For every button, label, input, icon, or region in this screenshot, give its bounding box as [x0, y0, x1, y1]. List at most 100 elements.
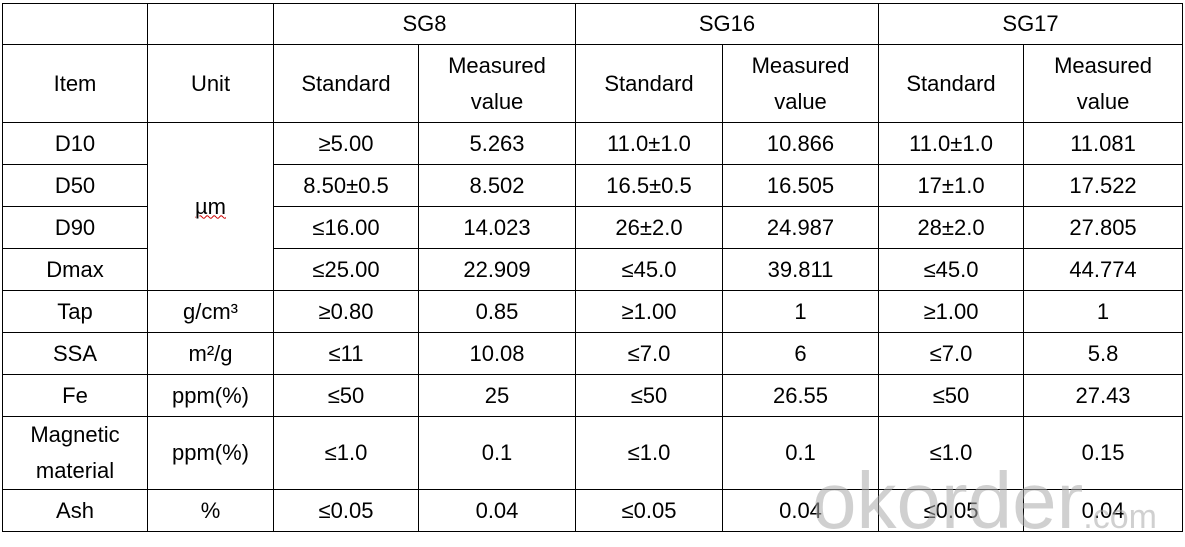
value-cell: ≤1.0 — [273, 416, 419, 490]
group-header: SG8 — [273, 3, 576, 45]
item-cell: Tap — [2, 290, 148, 333]
value-cell: ≤45.0 — [878, 248, 1025, 291]
column-header: Item — [2, 44, 148, 123]
unit-text: % — [200, 497, 221, 523]
item-cell: Dmax — [2, 248, 148, 291]
value-cell: ≥1.00 — [878, 290, 1025, 333]
value-cell: 0.1 — [418, 416, 576, 490]
value-cell: ≤50 — [878, 374, 1025, 417]
value-cell: 6 — [721, 332, 880, 375]
value-cell: 27.43 — [1023, 374, 1184, 417]
value-cell: 14.023 — [418, 206, 576, 249]
value-cell: 0.85 — [418, 290, 576, 333]
empty-cell — [147, 3, 274, 45]
spec-table: SG8 SG16 SG17 Item Unit Standard Measured valu… — [2, 3, 1184, 532]
unit-cell: g/cm³ — [147, 290, 274, 333]
data-row: SSA m²/g ≤11 10.08 ≤7.0 6 ≤7.0 5.8 — [2, 332, 1184, 375]
unit-text: g/cm³ — [183, 298, 238, 324]
value-cell: 16.505 — [721, 164, 880, 207]
value-cell: 8.50±0.5 — [273, 164, 419, 207]
value-cell: ≤50 — [575, 374, 723, 417]
unit-cell: % — [147, 489, 274, 532]
item-cell: D10 — [2, 122, 148, 165]
value-cell: 16.5±0.5 — [575, 164, 723, 207]
value-cell: ≤16.00 — [273, 206, 419, 249]
value-cell: 39.811 — [721, 248, 880, 291]
data-row: Tap g/cm³ ≥0.80 0.85 ≥1.00 1 ≥1.00 1 — [2, 290, 1184, 333]
column-header: Measured value — [1023, 44, 1184, 123]
value-cell: ≥1.00 — [575, 290, 723, 333]
unit-cell: µm — [147, 122, 274, 291]
unit-text: µm — [194, 193, 226, 219]
value-cell: 1 — [721, 290, 880, 333]
value-cell: 25 — [418, 374, 576, 417]
data-row: Fe ppm(%) ≤50 25 ≤50 26.55 ≤50 27.43 — [2, 374, 1184, 417]
value-cell: ≤11 — [273, 332, 419, 375]
value-cell: 28±2.0 — [878, 206, 1025, 249]
value-cell: 10.866 — [721, 122, 880, 165]
unit-text: m²/g — [188, 340, 233, 366]
data-row: D10 µm ≥5.00 5.263 11.0±1.0 10.866 11.0±1.0 11.… — [2, 122, 1184, 291]
data-row: Dmax ≤25.00 22.909 ≤45.0 39.811 ≤45.0 44.774 — [2, 248, 1184, 291]
value-cell: ≤7.0 — [878, 332, 1025, 375]
value-cell: ≤7.0 — [575, 332, 723, 375]
value-cell: ≥5.00 — [273, 122, 419, 165]
header-row: Item Unit Standard Measured value Standard Me… — [2, 44, 1184, 123]
unit-cell: ppm(%) — [147, 416, 274, 490]
value-cell: 0.04 — [418, 489, 576, 532]
column-header: Unit — [147, 44, 274, 123]
value-cell: 11.0±1.0 — [878, 122, 1025, 165]
value-cell: 44.774 — [1023, 248, 1184, 291]
value-cell: 0.04 — [721, 489, 880, 532]
value-cell: ≤1.0 — [878, 416, 1025, 490]
value-cell: 26.55 — [721, 374, 880, 417]
value-cell: 17.522 — [1023, 164, 1184, 207]
value-cell: 11.0±1.0 — [575, 122, 723, 165]
column-header: Standard — [878, 44, 1025, 123]
value-cell: 11.081 — [1023, 122, 1184, 165]
header-row: SG8 SG16 SG17 — [2, 3, 1184, 45]
data-row: Magnetic material ppm(%) ≤1.0 0.1 ≤1.0 0.1 ≤1.… — [2, 416, 1184, 490]
item-cell: SSA — [2, 332, 148, 375]
value-cell: 1 — [1023, 290, 1184, 333]
empty-cell — [2, 3, 148, 45]
column-header: Measured value — [418, 44, 576, 123]
item-cell: Ash — [2, 489, 148, 532]
item-cell: D90 — [2, 206, 148, 249]
unit-text: ppm(%) — [171, 440, 249, 465]
column-header: Standard — [273, 44, 419, 123]
data-row: Ash% ≤0.05 0.04 ≤0.05 0.04 ≤0.05 0.04 — [2, 489, 1184, 532]
item-cell: D50 — [2, 164, 148, 207]
value-cell: 0.1 — [721, 416, 880, 490]
value-cell: ≤50 — [273, 374, 419, 417]
value-cell: 5.263 — [418, 122, 576, 165]
column-header: Standard — [575, 44, 723, 123]
value-cell: 24.987 — [721, 206, 880, 249]
value-cell: ≤25.00 — [273, 248, 419, 291]
value-cell: ≥0.80 — [273, 290, 419, 333]
column-header: Measured value — [721, 44, 880, 123]
value-cell: 8.502 — [418, 164, 576, 207]
value-cell: ≤0.05 — [575, 489, 723, 532]
value-cell: ≤0.05 — [878, 489, 1025, 532]
value-cell: 5.8 — [1023, 332, 1184, 375]
data-row: D90 ≤16.00 14.023 26±2.0 24.987 28±2.0 27.805 — [2, 206, 1184, 249]
value-cell: 17±1.0 — [878, 164, 1025, 207]
value-cell: ≤1.0 — [575, 416, 723, 490]
value-cell: 0.15 — [1023, 416, 1184, 490]
value-cell: ≤0.05 — [273, 489, 419, 532]
unit-cell: m²/g — [147, 332, 274, 375]
unit-text: ppm(%) — [171, 382, 249, 408]
value-cell: ≤45.0 — [575, 248, 723, 291]
unit-cell: ppm(%) — [147, 374, 274, 417]
value-cell: 22.909 — [418, 248, 576, 291]
item-cell: Fe — [2, 374, 148, 417]
item-cell: Magnetic material — [2, 416, 148, 490]
value-cell: 26±2.0 — [575, 206, 723, 249]
group-header: SG16 — [574, 3, 880, 45]
value-cell: 0.04 — [1023, 489, 1184, 532]
group-header: SG17 — [878, 3, 1184, 45]
value-cell: 10.08 — [418, 332, 576, 375]
value-cell: 27.805 — [1023, 206, 1184, 249]
